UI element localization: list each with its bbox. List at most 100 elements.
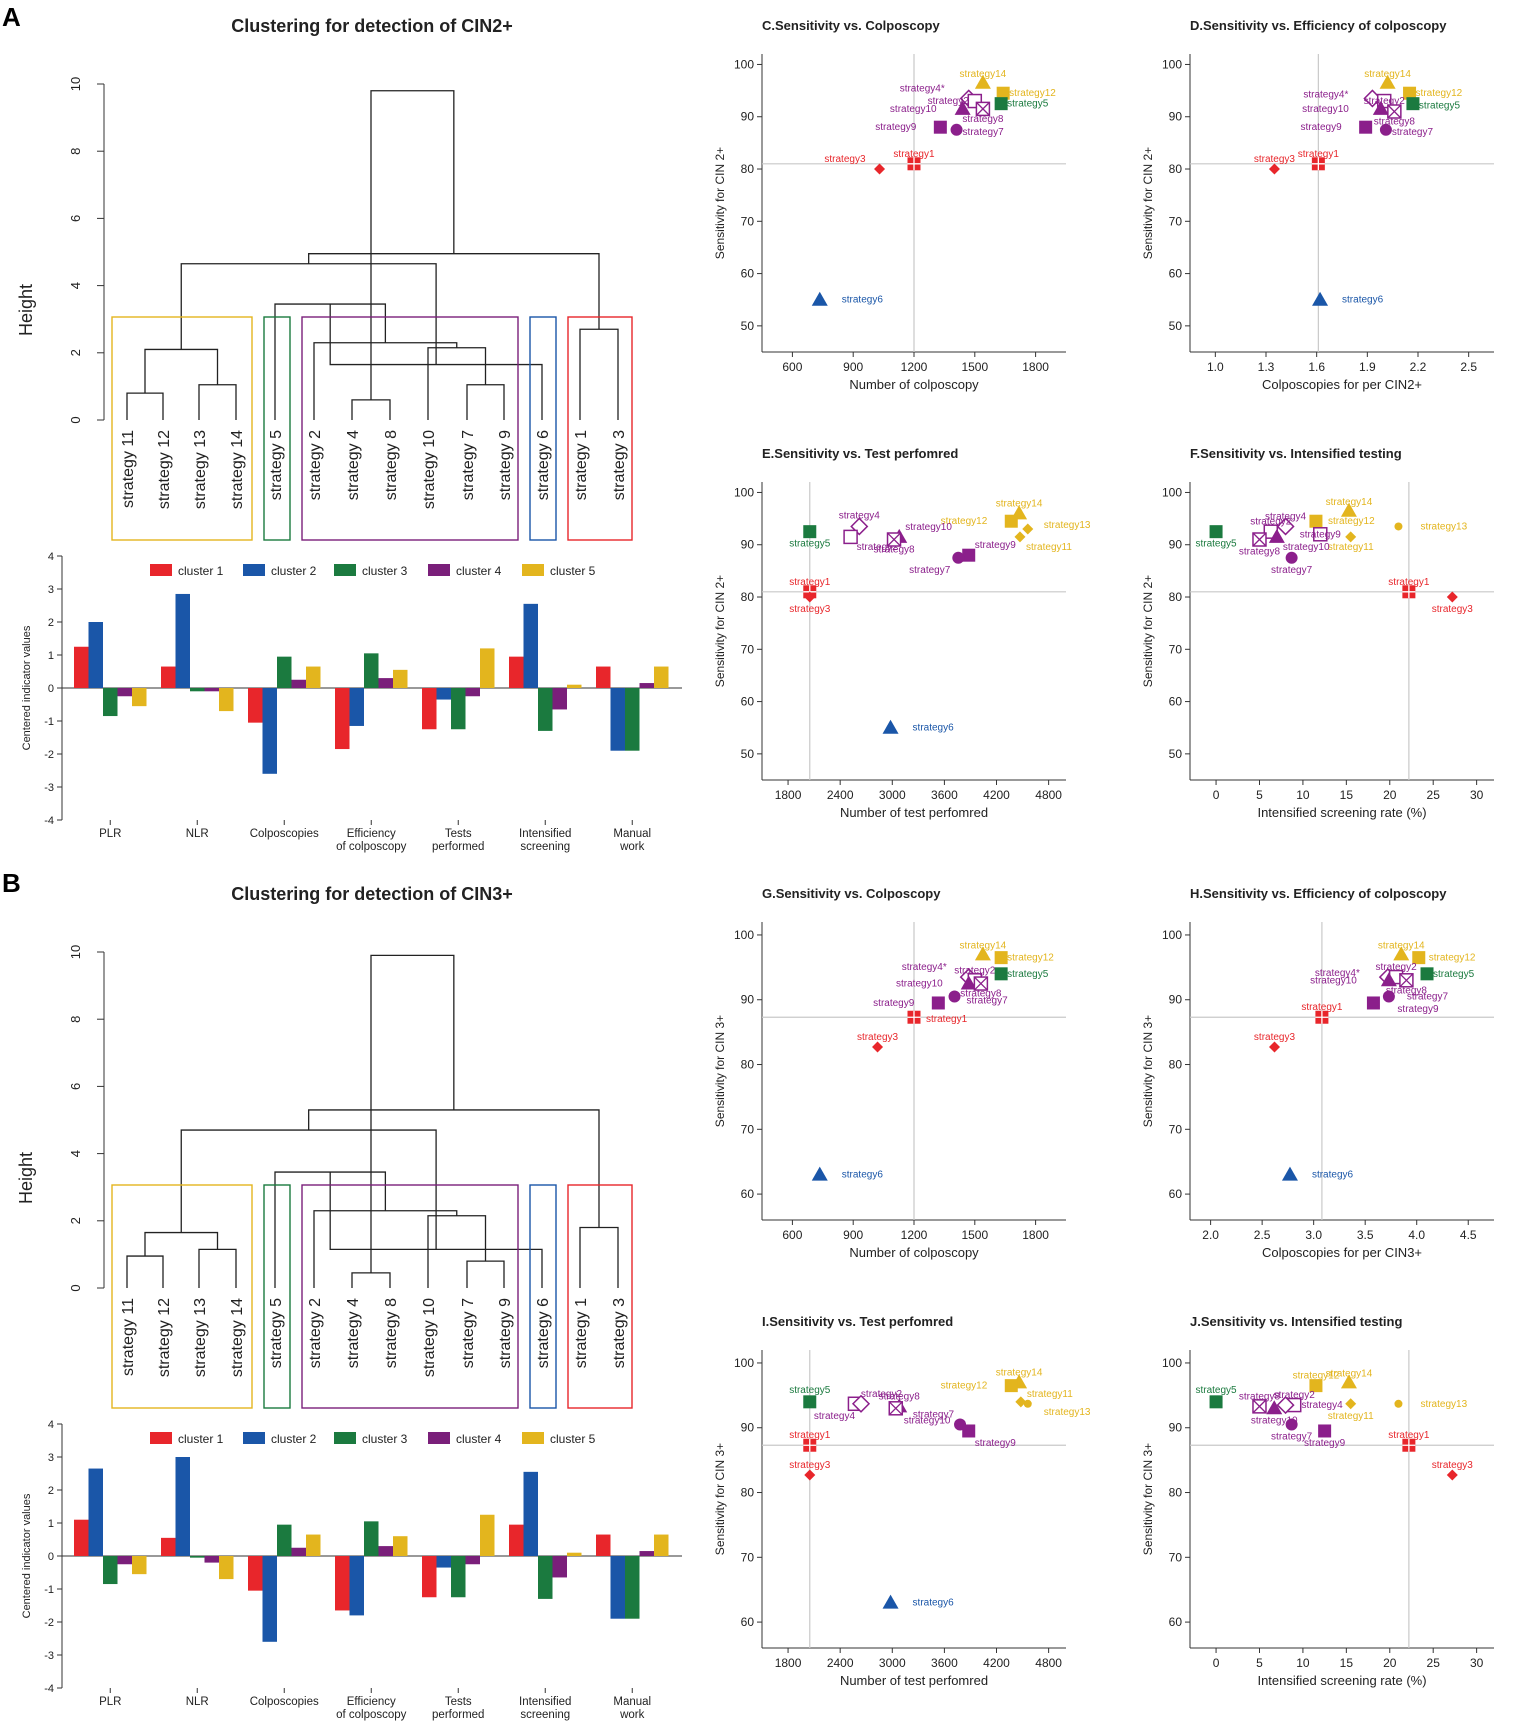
point-triangle — [1372, 100, 1389, 115]
dendrogram-branch — [198, 384, 237, 420]
bar-category-label: Tests — [445, 828, 472, 840]
scatter-y-tick-label: 70 — [741, 1122, 755, 1136]
scatter-y-tick-label: 100 — [1162, 485, 1182, 499]
point-label: strategy1 — [926, 1014, 968, 1025]
point-label: strategy7 — [963, 127, 1005, 138]
scatter-y-tick-label: 80 — [741, 162, 755, 176]
scatter-y-tick-label: 60 — [1169, 267, 1183, 281]
point-label: strategy10 — [1283, 542, 1330, 553]
dendrogram-leaf-label: strategy 6 — [535, 1298, 552, 1368]
point-diamond-open — [1276, 517, 1295, 536]
scatter-y-tick-label: 90 — [741, 993, 755, 1007]
scatter-x-tick-label: 15 — [1340, 788, 1354, 802]
point-triangle — [974, 74, 991, 89]
point-triangle — [882, 1594, 899, 1609]
point-triangle — [954, 100, 971, 115]
bar-y-tick-label: 2 — [48, 1485, 54, 1497]
bar — [465, 1556, 480, 1565]
point-square — [803, 1395, 817, 1409]
point-label: strategy13 — [1044, 1407, 1091, 1418]
point-label: strategy5 — [789, 539, 831, 550]
point-label: strategy8 — [1239, 547, 1281, 558]
bar — [306, 1534, 321, 1556]
legend-label: cluster 2 — [271, 1432, 317, 1446]
scatter-panel: E.Sensitivity vs. Test perfomred 50 60 70 80… — [713, 446, 1091, 820]
point-circle — [1285, 551, 1298, 564]
point-label: strategy1 — [1388, 1430, 1430, 1441]
point-label: strategy7 — [1271, 1432, 1313, 1443]
scatter-x-tick-label: 1800 — [1022, 1228, 1049, 1242]
point-label: strategy6 — [913, 723, 955, 734]
point-label: strategy5 — [1419, 101, 1461, 112]
bar — [190, 688, 205, 692]
legend-swatch — [334, 564, 356, 576]
scatter-y-label: Sensitivity for CIN 3+ — [713, 1015, 727, 1127]
point-square — [1209, 1395, 1223, 1409]
point-square-plus-cross — [1402, 585, 1416, 599]
cluster-box — [567, 1184, 633, 1409]
point-label: strategy5 — [1195, 539, 1237, 550]
bar — [132, 1556, 147, 1575]
point-label: strategy2 — [1250, 517, 1292, 528]
point-diamond-open — [1276, 1396, 1295, 1415]
scatter-x-tick-label: 30 — [1470, 788, 1484, 802]
point-label: strategy10 — [905, 522, 952, 533]
scatter-x-tick-label: 20 — [1383, 1656, 1397, 1670]
point-triangle — [1312, 291, 1329, 306]
point-square-x-cross — [1252, 1399, 1267, 1414]
bar-chart-section_a: -4 -3 -2 -1 0 1 2 3 4 Centered indicator values cl… — [21, 551, 682, 853]
point-square-plus-cross — [907, 157, 921, 171]
point-square — [1309, 1379, 1323, 1393]
point-square-plus-cross — [907, 1010, 921, 1024]
scatter-x-tick-label: 10 — [1296, 788, 1310, 802]
bar — [291, 1547, 306, 1556]
point-diamond — [1446, 1469, 1458, 1481]
scatter-x-tick-label: 2.2 — [1410, 360, 1427, 374]
scatter-title: I.Sensitivity vs. Test perfomred — [762, 1314, 953, 1329]
scatter-x-tick-label: 3.5 — [1357, 1228, 1374, 1242]
scatter-panel: J.Sensitivity vs. Intensified testing 60 7… — [1141, 1314, 1494, 1688]
bar — [364, 1521, 379, 1556]
scatter-y-tick-label: 60 — [1169, 1615, 1183, 1629]
bar-category-label: work — [619, 841, 645, 853]
scatter-y-tick-label: 80 — [1169, 1058, 1183, 1072]
point-label: strategy1 — [1388, 577, 1430, 588]
bar — [291, 679, 306, 688]
scatter-y-tick-label: 60 — [741, 1615, 755, 1629]
dendrogram-leaf-label: strategy 4 — [345, 1298, 362, 1368]
bar-y-label: Centered indicator values — [21, 625, 33, 750]
bar — [567, 1552, 582, 1556]
point-circle-small — [1394, 522, 1403, 531]
dendrogram-leaf-label: strategy 10 — [421, 430, 438, 509]
scatter-title: F.Sensitivity vs. Intensified testing — [1190, 446, 1402, 461]
scatter-x-tick-label: 0 — [1213, 788, 1220, 802]
point-square — [1209, 525, 1223, 539]
point-label: strategy14 — [960, 940, 1007, 951]
point-label: strategy8 — [960, 989, 1002, 1000]
scatter-title: J.Sensitivity vs. Intensified testing — [1190, 1314, 1402, 1329]
legend-label: cluster 4 — [456, 564, 502, 578]
point-label: strategy12 — [1009, 88, 1056, 99]
dendrogram-leaf-label: strategy 13 — [192, 1298, 209, 1377]
point-label: strategy11 — [1026, 542, 1072, 553]
scatter-y-tick-label: 80 — [741, 1486, 755, 1500]
point-label: strategy9 — [1301, 122, 1343, 133]
point-label: strategy5 — [1195, 1385, 1237, 1396]
bar-y-tick-label: -4 — [44, 815, 54, 827]
dendrogram-leaf-label: strategy 14 — [229, 430, 246, 509]
point-square — [1403, 86, 1417, 100]
bar — [451, 1556, 466, 1598]
scatter-y-tick-label: 60 — [1169, 1187, 1183, 1201]
point-label: strategy6 — [842, 1170, 884, 1181]
bar-category-label: PLR — [99, 828, 121, 840]
point-label: strategy7 — [1392, 127, 1434, 138]
point-square-x-cross — [973, 976, 988, 991]
scatter-title: C.Sensitivity vs. Colposcopy — [762, 18, 940, 33]
scatter-y-tick-label: 80 — [1169, 590, 1183, 604]
scatter-y-label: Sensitivity for CIN 2+ — [713, 147, 727, 259]
legend-swatch — [428, 564, 450, 576]
dendrogram-leaf-label: strategy 6 — [535, 430, 552, 500]
bar — [465, 688, 480, 697]
point-label: strategy7 — [909, 565, 951, 576]
bar — [393, 669, 408, 688]
